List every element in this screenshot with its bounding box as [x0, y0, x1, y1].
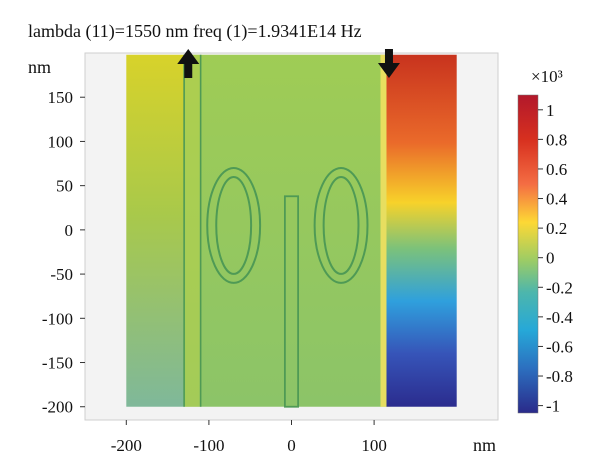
y-tick-label: 150 [48, 88, 74, 107]
colorbar-multiplier: ×10³ [531, 67, 563, 86]
colorbar-tick-label: -0.6 [546, 337, 573, 356]
x-tick-label: -100 [193, 436, 224, 455]
colorbar-tick-label: 0.4 [546, 190, 568, 209]
y-tick-label: 0 [65, 221, 74, 240]
colorbar-tick-label: 0.8 [546, 130, 567, 149]
colorbar-ticks: 1 0.8 0.6 0.4 0.2 0 -0.2 -0.4 -0.6 -0.8 -1 [538, 101, 573, 416]
y-axis-ticks: 150 100 50 0 -50 -100 -150 -200 [42, 88, 85, 417]
field-map [126, 54, 457, 407]
field-interface-band [380, 54, 391, 407]
device-structures [183, 54, 369, 408]
field-left-region [126, 54, 185, 407]
colorbar [517, 94, 539, 414]
y-tick-label: -200 [42, 398, 73, 417]
arrow-down-icon [377, 49, 400, 78]
colorbar-tick-label: -1 [546, 397, 560, 416]
colorbar-tick-label: -0.8 [546, 367, 573, 386]
x-axis-unit-label: nm [473, 435, 496, 455]
chart-title: lambda (11)=1550 nm freq (1)=1.9341E14 H… [28, 21, 362, 42]
arrow-up-icon [177, 49, 200, 78]
colorbar-tick-label: -0.4 [546, 308, 573, 327]
x-tick-label: -200 [111, 436, 142, 455]
x-tick-label: 0 [287, 436, 296, 455]
y-tick-label: -50 [50, 265, 73, 284]
source-arrows [177, 49, 400, 78]
y-tick-label: -150 [42, 354, 73, 373]
y-axis-unit-label: nm [28, 57, 51, 77]
colorbar-tick-label: -0.2 [546, 278, 573, 297]
field-right-region [386, 54, 457, 407]
waveguide-strip [185, 54, 200, 407]
ring-outer-0 [206, 166, 262, 284]
colorbar-tick-label: 0.6 [546, 160, 567, 179]
colorbar-tick-label: 0 [546, 249, 555, 268]
ring-inner-0 [215, 175, 253, 275]
y-tick-label: 100 [48, 132, 74, 151]
ring-inner-1 [322, 175, 360, 275]
colorbar-tick-label: 0.2 [546, 219, 567, 238]
ring-outer-1 [313, 166, 369, 284]
y-tick-label: 50 [56, 177, 73, 196]
x-axis-ticks: -200 -100 0 100 [111, 420, 387, 455]
center-bar [283, 195, 300, 408]
y-tick-label: -100 [42, 309, 73, 328]
colorbar-tick-label: 1 [546, 101, 555, 120]
x-tick-label: 100 [361, 436, 387, 455]
